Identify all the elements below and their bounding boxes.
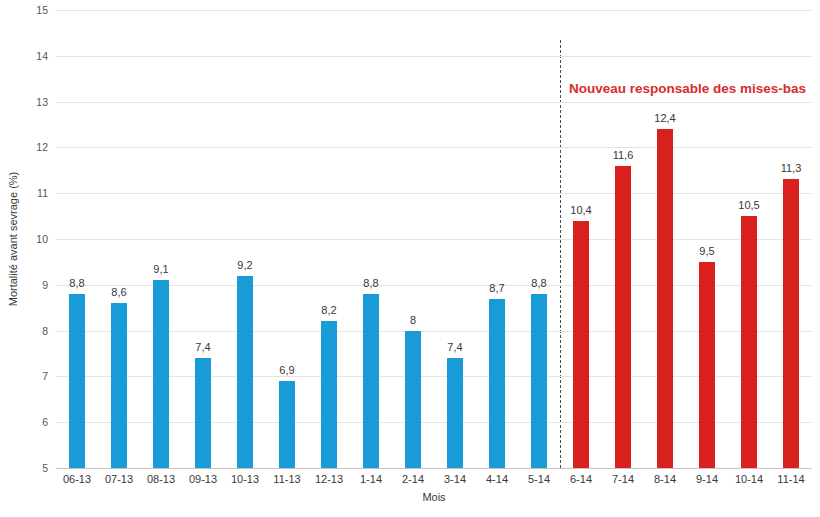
y-tick-label: 11 [16, 187, 48, 199]
bar-value-label: 8,8 [343, 277, 399, 289]
gridline [56, 56, 812, 57]
x-tick-label: 11-14 [763, 473, 819, 485]
gridline [56, 10, 812, 11]
x-axis-title: Mois [422, 491, 445, 503]
bar-value-label: 6,9 [259, 364, 315, 376]
bar-chart: Mortalité avant sevrage (%) Mois Nouveau… [0, 0, 820, 517]
bar-value-label: 9,1 [133, 263, 189, 275]
y-tick-label: 8 [16, 325, 48, 337]
bar-value-label: 7,4 [427, 341, 483, 353]
y-tick-label: 9 [16, 279, 48, 291]
y-tick-label: 14 [16, 50, 48, 62]
bar [447, 358, 463, 468]
bar-value-label: 11,6 [595, 149, 651, 161]
bar [111, 303, 127, 468]
bar-value-label: 12,4 [637, 112, 693, 124]
gridline [56, 239, 812, 240]
bar-value-label: 9,2 [217, 259, 273, 271]
bar-value-label: 10,4 [553, 204, 609, 216]
gridline [56, 147, 812, 148]
bar [69, 294, 85, 468]
bar-value-label: 8,6 [91, 286, 147, 298]
y-tick-label: 13 [16, 96, 48, 108]
bar [657, 129, 673, 468]
y-tick-label: 12 [16, 141, 48, 153]
bar [363, 294, 379, 468]
y-tick-label: 6 [16, 416, 48, 428]
bar-value-label: 8 [385, 314, 441, 326]
bar [489, 299, 505, 468]
y-tick-label: 7 [16, 370, 48, 382]
bar [279, 381, 295, 468]
bar [573, 221, 589, 468]
bar [783, 179, 799, 468]
bar-value-label: 7,4 [175, 341, 231, 353]
bar [699, 262, 715, 468]
bar [153, 280, 169, 468]
plot-area: Nouveau responsable des mises-bas 8,806-… [56, 10, 812, 468]
y-tick-label: 15 [16, 4, 48, 16]
bar [195, 358, 211, 468]
gridline [56, 468, 812, 469]
bar-value-label: 10,5 [721, 199, 777, 211]
separator-dashed-line [560, 40, 561, 468]
bar-value-label: 8,2 [301, 304, 357, 316]
bar [321, 321, 337, 468]
annotation-new-farrowing-manager: Nouveau responsable des mises-bas [569, 81, 806, 96]
y-tick-label: 10 [16, 233, 48, 245]
gridline [56, 102, 812, 103]
bar [615, 166, 631, 468]
bar-value-label: 11,3 [763, 162, 819, 174]
bar-value-label: 8,8 [511, 277, 567, 289]
bar-value-label: 9,5 [679, 245, 735, 257]
bar [741, 216, 757, 468]
bar [531, 294, 547, 468]
bar [237, 276, 253, 468]
bar [405, 331, 421, 468]
y-tick-label: 5 [16, 462, 48, 474]
gridline [56, 193, 812, 194]
